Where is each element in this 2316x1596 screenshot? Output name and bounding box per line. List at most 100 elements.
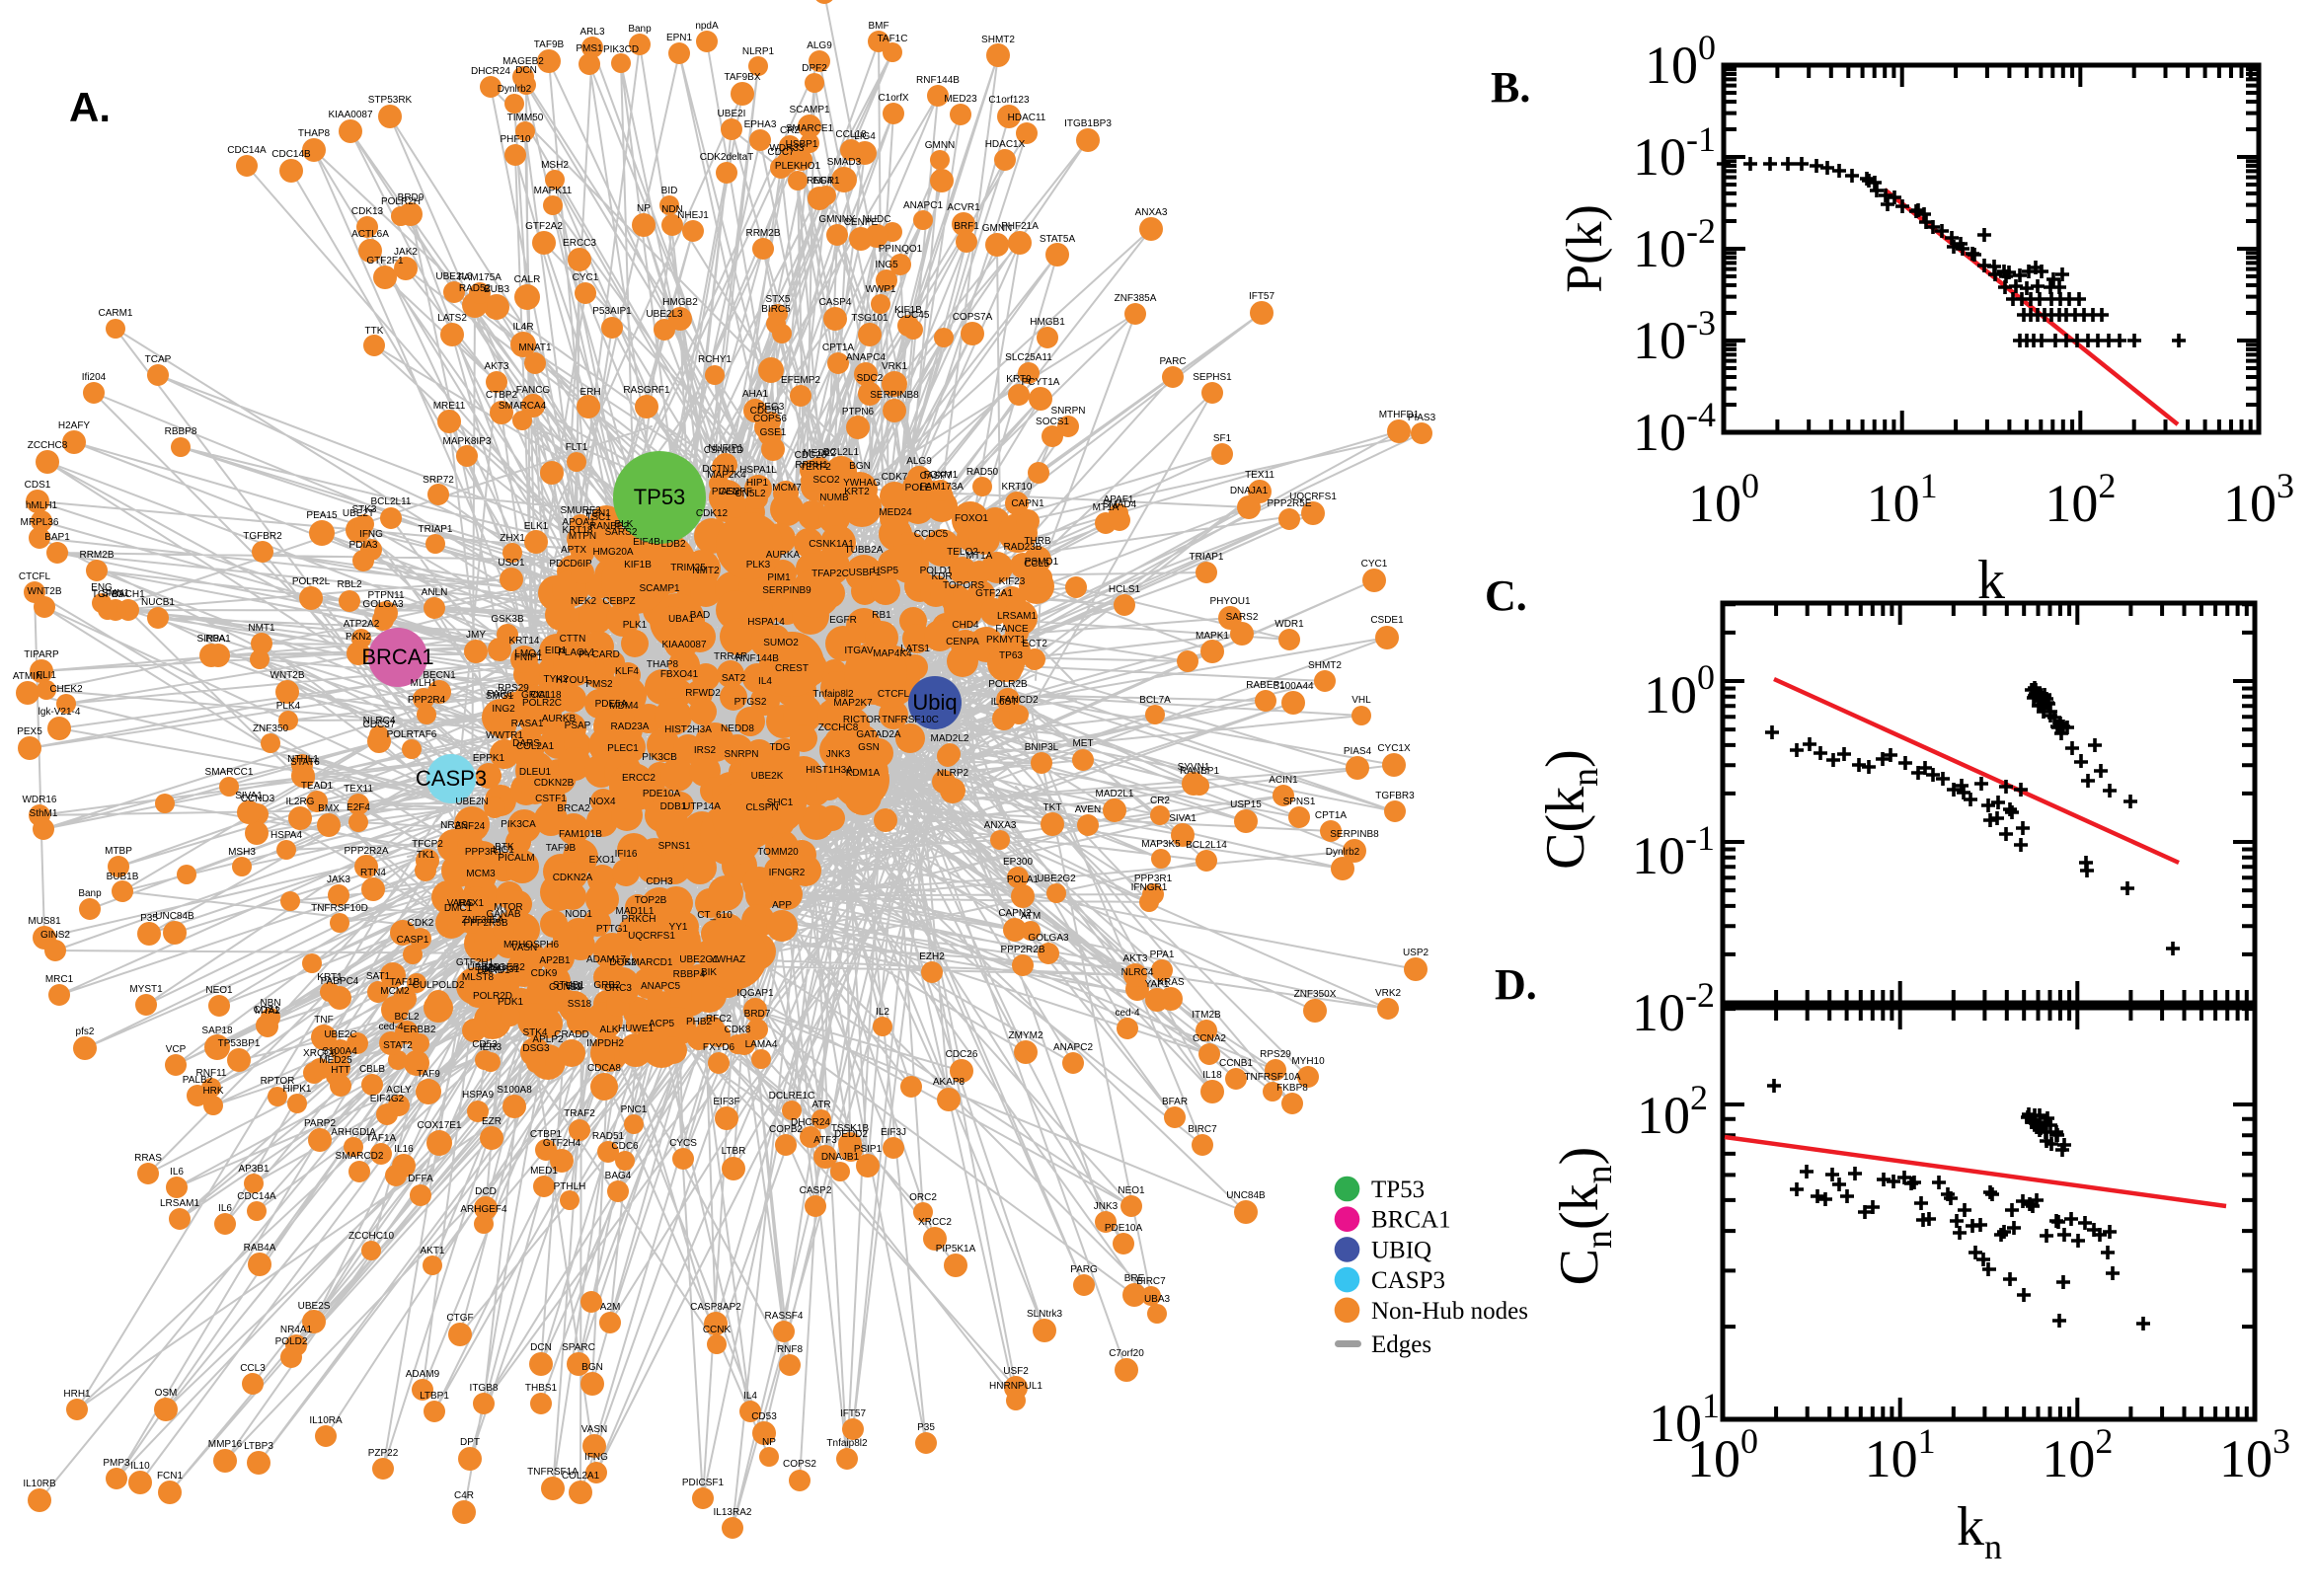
svg-text:ATR: ATR <box>811 1100 830 1110</box>
svg-text:IL2: IL2 <box>876 1007 889 1018</box>
svg-text:CENPF: CENPF <box>719 487 752 497</box>
svg-text:WNT2B: WNT2B <box>28 586 62 597</box>
svg-text:HNRNPUL1: HNRNPUL1 <box>989 1381 1042 1392</box>
svg-text:PARG: PARG <box>1070 1264 1098 1275</box>
svg-text:TSC1: TSC1 <box>585 512 611 523</box>
svg-text:PMS1: PMS1 <box>576 43 603 54</box>
svg-text:ERCC2: ERCC2 <box>622 773 656 784</box>
svg-text:GRB2: GRB2 <box>593 980 621 991</box>
svg-text:SNRPN: SNRPN <box>1050 406 1085 417</box>
svg-text:TGFBR2: TGFBR2 <box>243 531 282 542</box>
svg-text:DDB1: DDB1 <box>660 801 687 812</box>
svg-text:CREST: CREST <box>775 663 809 674</box>
svg-text:PLAGL1: PLAGL1 <box>558 647 595 658</box>
svg-text:MDM4: MDM4 <box>609 701 639 712</box>
svg-text:RRM2B: RRM2B <box>79 550 114 561</box>
svg-text:ZNF385A: ZNF385A <box>462 915 504 926</box>
svg-text:UBE2G1: UBE2G1 <box>679 954 719 965</box>
svg-text:ANAPC2: ANAPC2 <box>1053 1042 1093 1053</box>
svg-text:THAP8: THAP8 <box>298 128 331 139</box>
svg-text:102: 102 <box>2042 1421 2113 1488</box>
svg-text:XRCC6: XRCC6 <box>303 1048 337 1059</box>
svg-text:STUB1: STUB1 <box>553 980 585 991</box>
svg-text:TIPARP: TIPARP <box>24 649 59 660</box>
svg-text:FEN1: FEN1 <box>585 508 611 519</box>
svg-text:BAG4: BAG4 <box>605 1171 632 1181</box>
svg-text:CASP4: CASP4 <box>819 297 852 308</box>
svg-text:KIF23: KIF23 <box>999 576 1026 587</box>
svg-text:TAF9B: TAF9B <box>546 843 577 854</box>
svg-text:POLR2B: POLR2B <box>988 679 1028 690</box>
svg-text:CDC6: CDC6 <box>611 1141 639 1152</box>
svg-text:ANXA3: ANXA3 <box>1135 207 1168 218</box>
svg-text:GATAD2A: GATAD2A <box>856 729 901 740</box>
svg-text:FAM175A: FAM175A <box>458 272 502 283</box>
svg-text:BIRC5: BIRC5 <box>761 304 791 315</box>
svg-text:HTT: HTT <box>331 1065 349 1076</box>
svg-text:IFI16: IFI16 <box>615 849 638 860</box>
svg-text:TAF9BX: TAF9BX <box>724 72 760 83</box>
svg-text:HMGB1: HMGB1 <box>1030 317 1065 328</box>
svg-text:SPNS1: SPNS1 <box>658 841 691 852</box>
svg-text:TRAF2: TRAF2 <box>564 1108 595 1119</box>
svg-text:DCN: DCN <box>515 65 537 76</box>
svg-text:RTN4: RTN4 <box>360 868 386 878</box>
svg-text:ZNF350X: ZNF350X <box>1294 989 1337 1000</box>
svg-text:FOXM1: FOXM1 <box>924 470 959 481</box>
svg-text:IL10RB: IL10RB <box>23 1479 56 1489</box>
svg-text:SERPINB8: SERPINB8 <box>1330 829 1379 840</box>
svg-text:USF2: USF2 <box>1003 1366 1029 1377</box>
svg-text:IMPDH2: IMPDH2 <box>586 1038 624 1049</box>
svg-text:IL4R: IL4R <box>512 322 533 333</box>
svg-text:CASP1: CASP1 <box>397 935 429 946</box>
svg-text:USBP1: USBP1 <box>849 568 882 578</box>
svg-text:MAD2L2: MAD2L2 <box>931 733 969 744</box>
svg-text:BAP1: BAP1 <box>44 532 70 543</box>
svg-text:GTF2A1: GTF2A1 <box>975 588 1013 599</box>
svg-text:FLT1: FLT1 <box>566 442 588 453</box>
svg-text:Dynlrb2: Dynlrb2 <box>498 84 532 95</box>
svg-text:RPS29: RPS29 <box>1260 1049 1291 1060</box>
svg-text:UBE2S: UBE2S <box>298 1301 331 1312</box>
svg-text:BRCA1: BRCA1 <box>1371 1207 1451 1234</box>
svg-text:BRD9: BRD9 <box>398 192 425 203</box>
svg-text:PKN2: PKN2 <box>346 632 372 643</box>
svg-text:YWHAZ: YWHAZ <box>710 954 745 965</box>
svg-text:RPPH1: RPPH1 <box>795 460 828 471</box>
svg-text:RAB4A: RAB4A <box>244 1243 276 1254</box>
svg-text:TAF1C: TAF1C <box>878 34 908 44</box>
svg-text:KRAS: KRAS <box>1157 977 1185 988</box>
svg-text:PPP3R1: PPP3R1 <box>1134 874 1173 884</box>
svg-text:PTGS2: PTGS2 <box>734 697 767 708</box>
svg-text:SPARC: SPARC <box>562 1342 595 1353</box>
svg-text:FANCD2: FANCD2 <box>999 695 1039 706</box>
svg-text:PARC: PARC <box>487 689 513 700</box>
svg-text:GMNNX: GMNNX <box>818 214 856 225</box>
svg-text:UBA1: UBA1 <box>668 614 695 625</box>
svg-text:CCND3: CCND3 <box>241 794 275 804</box>
svg-text:CDK12: CDK12 <box>696 508 729 519</box>
svg-text:NHEJ1: NHEJ1 <box>677 210 709 221</box>
svg-text:FANCE: FANCE <box>995 624 1029 635</box>
svg-text:USP2: USP2 <box>1403 948 1429 958</box>
svg-text:ALG9: ALG9 <box>906 456 932 467</box>
svg-text:CSDE1: CSDE1 <box>1370 615 1404 626</box>
svg-text:CSNK1A1: CSNK1A1 <box>809 539 854 550</box>
svg-text:EPHA3: EPHA3 <box>744 119 777 130</box>
svg-text:HSPA14: HSPA14 <box>747 617 785 628</box>
svg-text:PIAS4: PIAS4 <box>1344 746 1372 757</box>
svg-text:CCL18: CCL18 <box>530 690 562 701</box>
svg-text:CSTF1: CSTF1 <box>535 794 567 804</box>
svg-text:GTF2A2: GTF2A2 <box>525 221 563 232</box>
svg-text:GRIA1: GRIA1 <box>521 690 551 701</box>
svg-text:SHMT2: SHMT2 <box>1308 660 1342 671</box>
svg-text:MED24: MED24 <box>879 507 912 518</box>
svg-text:COX17E1: COX17E1 <box>417 1120 461 1131</box>
svg-text:WDR1: WDR1 <box>1274 619 1304 630</box>
svg-text:APLP2: APLP2 <box>532 1034 564 1045</box>
svg-text:MT1A: MT1A <box>1093 502 1119 513</box>
svg-text:Banp: Banp <box>78 888 102 899</box>
svg-text:HYOU1: HYOU1 <box>556 675 590 686</box>
svg-text:TAF9B: TAF9B <box>534 39 565 50</box>
svg-text:100: 100 <box>1687 1421 1758 1488</box>
